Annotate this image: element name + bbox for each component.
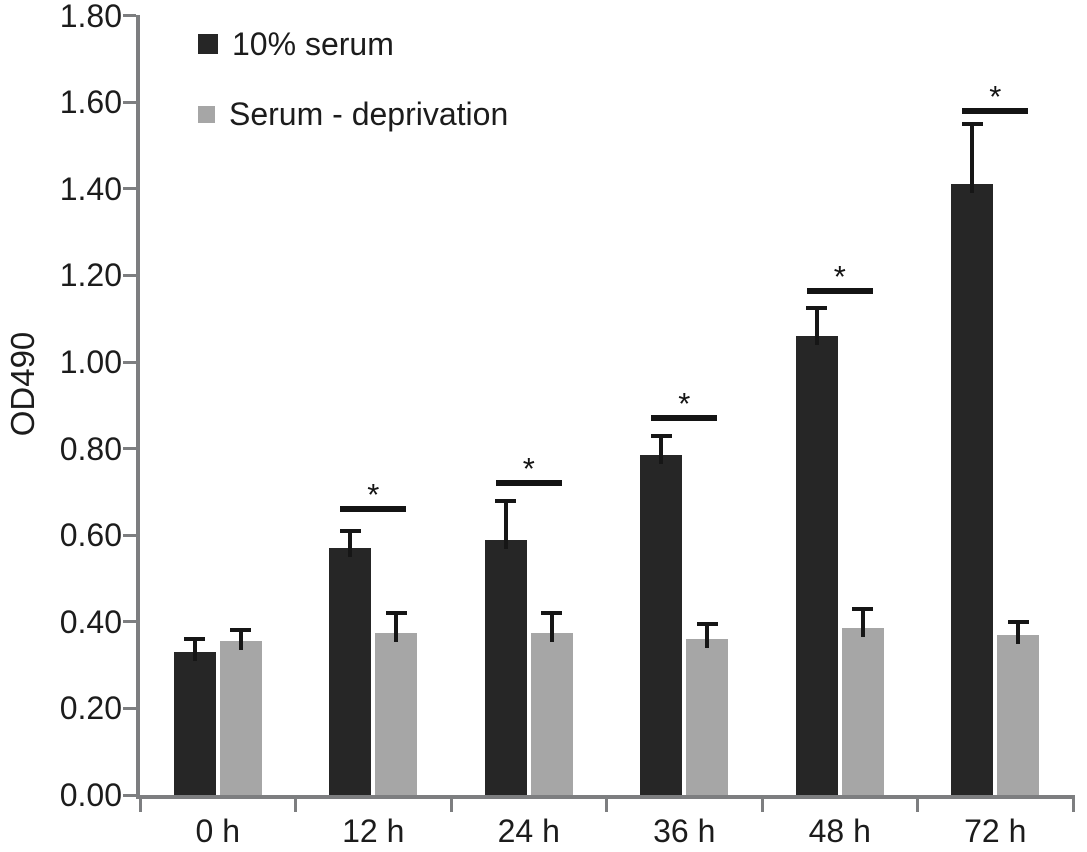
bar-serum-24h bbox=[484, 539, 527, 795]
legend-label-10-percent-serum: 10% serum bbox=[232, 26, 394, 62]
y-axis-tick-label: 0.00 bbox=[59, 777, 122, 813]
y-axis-tick bbox=[123, 187, 136, 191]
y-axis-tick-label: 1.60 bbox=[59, 84, 122, 121]
y-axis-tick-label: 0.20 bbox=[59, 690, 122, 727]
legend-swatch-serum-deprivation bbox=[198, 106, 215, 123]
error-bar-whisker bbox=[814, 307, 819, 346]
y-axis-tick-label: 1.00 bbox=[59, 344, 122, 380]
error-bar-whisker bbox=[659, 435, 664, 465]
error-bar-cap bbox=[852, 606, 874, 611]
error-bar-whisker bbox=[192, 639, 197, 662]
x-axis-line bbox=[136, 795, 1075, 799]
error-bar-whisker bbox=[348, 530, 353, 558]
y-axis-tick bbox=[123, 706, 136, 710]
bar-deprivation-24h bbox=[530, 632, 573, 795]
x-axis-tick bbox=[605, 799, 608, 812]
y-axis-tick-label: 1.20 bbox=[59, 257, 122, 294]
y-axis-tick-label: 1.80 bbox=[59, 0, 122, 34]
error-bar-whisker bbox=[705, 623, 710, 649]
legend-label-serum-deprivation: Serum - deprivation bbox=[229, 96, 509, 132]
error-bar-cap bbox=[230, 628, 252, 633]
y-axis-tick bbox=[123, 360, 136, 364]
y-axis-tick bbox=[123, 533, 136, 537]
x-axis-tick-label: 72 h bbox=[964, 813, 1027, 849]
significance-line-36h bbox=[651, 415, 718, 422]
significance-line-72h bbox=[962, 107, 1029, 114]
bar-serum-36h bbox=[640, 455, 683, 795]
error-bar-cap bbox=[961, 121, 983, 126]
y-axis-tick bbox=[123, 100, 136, 104]
significance-asterisk-48h: * bbox=[833, 258, 846, 294]
legend-swatch-10-percent-serum bbox=[198, 34, 218, 54]
bar-deprivation-72h bbox=[997, 634, 1040, 795]
significance-asterisk-72h: * bbox=[989, 78, 1002, 114]
x-axis-tick-label: 24 h bbox=[497, 813, 560, 849]
error-bar-whisker bbox=[1016, 621, 1021, 644]
error-bar-whisker bbox=[238, 630, 243, 651]
y-axis-tick bbox=[123, 273, 136, 277]
x-axis-tick-label: 48 h bbox=[808, 813, 871, 849]
significance-line-48h bbox=[806, 287, 873, 294]
y-axis-tick bbox=[123, 620, 136, 624]
bar-deprivation-36h bbox=[686, 639, 729, 795]
x-axis-tick bbox=[1071, 799, 1075, 812]
y-axis-tick-label: 0.60 bbox=[59, 517, 122, 554]
legend-item-10-percent-serum: 10% serum bbox=[198, 24, 508, 94]
x-axis-tick-label: 0 h bbox=[195, 813, 240, 849]
x-axis-tick bbox=[760, 799, 764, 812]
y-axis-tick-label: 0.80 bbox=[59, 430, 122, 467]
x-axis-tick bbox=[916, 799, 919, 812]
bar-serum-12h bbox=[329, 548, 372, 795]
error-bar-cap bbox=[184, 637, 206, 642]
error-bar-cap bbox=[339, 528, 361, 533]
x-axis-tick-label: 36 h bbox=[653, 813, 716, 849]
error-bar-whisker bbox=[860, 608, 865, 638]
significance-asterisk-24h: * bbox=[522, 451, 535, 487]
error-bar-whisker bbox=[394, 613, 399, 642]
error-bar-cap bbox=[1007, 619, 1029, 624]
bar-deprivation-12h bbox=[375, 632, 418, 795]
error-bar-cap bbox=[696, 621, 718, 626]
error-bar-whisker bbox=[503, 500, 508, 549]
bar-deprivation-0h bbox=[219, 641, 262, 795]
y-axis-tick bbox=[123, 14, 136, 18]
y-axis-line bbox=[136, 14, 140, 799]
error-bar-cap bbox=[541, 611, 563, 616]
bar-serum-0h bbox=[173, 652, 216, 795]
y-axis-tick-label: 0.40 bbox=[59, 603, 122, 640]
significance-line-24h bbox=[495, 480, 562, 487]
y-axis-tick bbox=[123, 793, 136, 797]
x-axis-tick-label: 12 h bbox=[342, 813, 405, 849]
legend-item-serum-deprivation: Serum - deprivation bbox=[198, 94, 508, 164]
y-axis-tick bbox=[123, 447, 136, 451]
error-bar-whisker bbox=[549, 613, 554, 642]
error-bar-cap bbox=[650, 433, 672, 438]
error-bar-whisker bbox=[970, 123, 975, 194]
x-axis-tick bbox=[138, 799, 142, 812]
legend: 10% serum Serum - deprivation bbox=[198, 24, 508, 164]
significance-line-12h bbox=[340, 506, 407, 513]
bar-serum-72h bbox=[951, 184, 994, 795]
significance-asterisk-36h: * bbox=[678, 386, 691, 422]
bar-deprivation-48h bbox=[841, 628, 884, 795]
y-axis-tick-label: 1.40 bbox=[59, 170, 122, 207]
error-bar-cap bbox=[495, 498, 517, 503]
x-axis-tick bbox=[449, 799, 453, 812]
x-axis-tick bbox=[294, 799, 297, 812]
significance-asterisk-12h: * bbox=[367, 477, 380, 513]
error-bar-cap bbox=[806, 305, 828, 310]
error-bar-cap bbox=[385, 611, 407, 616]
bar-serum-48h bbox=[795, 336, 838, 795]
